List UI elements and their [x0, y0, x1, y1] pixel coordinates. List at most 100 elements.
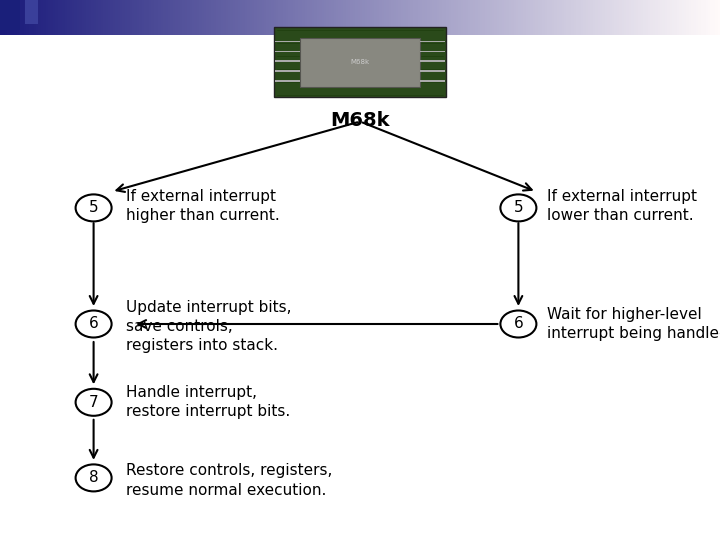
Text: 7: 7	[89, 395, 99, 410]
Bar	[444, 0, 446, 35]
Bar	[588, 0, 590, 35]
Bar	[502, 0, 504, 35]
Bar	[53, 0, 55, 35]
Circle shape	[76, 389, 112, 416]
Bar	[216, 0, 218, 35]
Bar	[17, 0, 19, 35]
Bar	[578, 0, 581, 35]
Bar	[343, 0, 346, 35]
Bar	[300, 38, 420, 87]
Bar	[689, 0, 691, 35]
Bar	[547, 0, 549, 35]
Bar	[139, 0, 142, 35]
Bar	[204, 0, 207, 35]
Bar	[101, 0, 103, 35]
Bar	[461, 0, 463, 35]
Bar	[701, 0, 703, 35]
Bar	[657, 0, 660, 35]
Bar	[161, 0, 163, 35]
Bar	[84, 0, 86, 35]
Bar	[106, 0, 108, 35]
Bar	[151, 0, 153, 35]
Bar	[662, 0, 665, 35]
Bar	[238, 0, 240, 35]
Bar	[276, 0, 279, 35]
Bar	[598, 0, 600, 35]
Bar	[310, 0, 312, 35]
Bar	[454, 0, 456, 35]
Bar	[89, 0, 91, 35]
Bar	[189, 0, 192, 35]
Bar	[437, 0, 439, 35]
Bar	[218, 0, 221, 35]
Bar	[605, 0, 607, 35]
Bar	[391, 0, 394, 35]
Bar	[557, 0, 559, 35]
Bar	[358, 0, 360, 35]
Bar	[300, 0, 302, 35]
Bar	[434, 0, 437, 35]
Bar	[475, 0, 477, 35]
Bar	[365, 0, 367, 35]
Bar	[439, 0, 441, 35]
Bar	[571, 0, 574, 35]
Bar	[355, 0, 358, 35]
Bar	[418, 0, 420, 35]
Bar	[72, 0, 74, 35]
Bar	[137, 0, 139, 35]
Bar	[67, 0, 70, 35]
Bar	[12, 0, 14, 35]
Bar	[621, 0, 624, 35]
Bar	[2, 0, 5, 35]
Bar	[9, 0, 12, 35]
Bar	[585, 0, 588, 35]
Bar	[513, 0, 516, 35]
Bar	[420, 0, 423, 35]
Bar	[672, 0, 675, 35]
Bar	[144, 0, 146, 35]
Circle shape	[76, 464, 112, 491]
Bar	[526, 0, 528, 35]
Bar	[379, 0, 382, 35]
Bar	[382, 0, 384, 35]
Bar	[718, 0, 720, 35]
Bar	[626, 0, 629, 35]
Bar	[0, 0, 20, 30]
Bar	[163, 0, 166, 35]
Bar	[7, 0, 9, 35]
Bar	[288, 0, 290, 35]
Bar	[624, 0, 626, 35]
Bar	[19, 0, 22, 35]
Bar	[5, 0, 7, 35]
Bar	[117, 0, 120, 35]
Bar	[451, 0, 454, 35]
Bar	[403, 0, 405, 35]
Bar	[535, 0, 538, 35]
Bar	[562, 0, 564, 35]
Bar	[693, 0, 696, 35]
Text: 6: 6	[89, 316, 99, 332]
Bar	[485, 0, 487, 35]
Bar	[348, 0, 351, 35]
Bar	[427, 0, 430, 35]
Bar	[77, 0, 79, 35]
Bar	[521, 0, 523, 35]
Bar	[156, 0, 158, 35]
Bar	[166, 0, 168, 35]
Bar	[420, 51, 445, 52]
Bar	[549, 0, 552, 35]
Bar	[487, 0, 490, 35]
Bar	[214, 0, 216, 35]
Bar	[153, 0, 156, 35]
Bar	[540, 0, 542, 35]
Bar	[158, 0, 161, 35]
Bar	[180, 0, 182, 35]
Bar	[413, 0, 415, 35]
Bar	[240, 0, 243, 35]
Bar	[45, 0, 48, 35]
Bar	[254, 0, 257, 35]
Circle shape	[500, 194, 536, 221]
Bar	[634, 0, 636, 35]
Bar	[607, 0, 610, 35]
Bar	[511, 0, 513, 35]
